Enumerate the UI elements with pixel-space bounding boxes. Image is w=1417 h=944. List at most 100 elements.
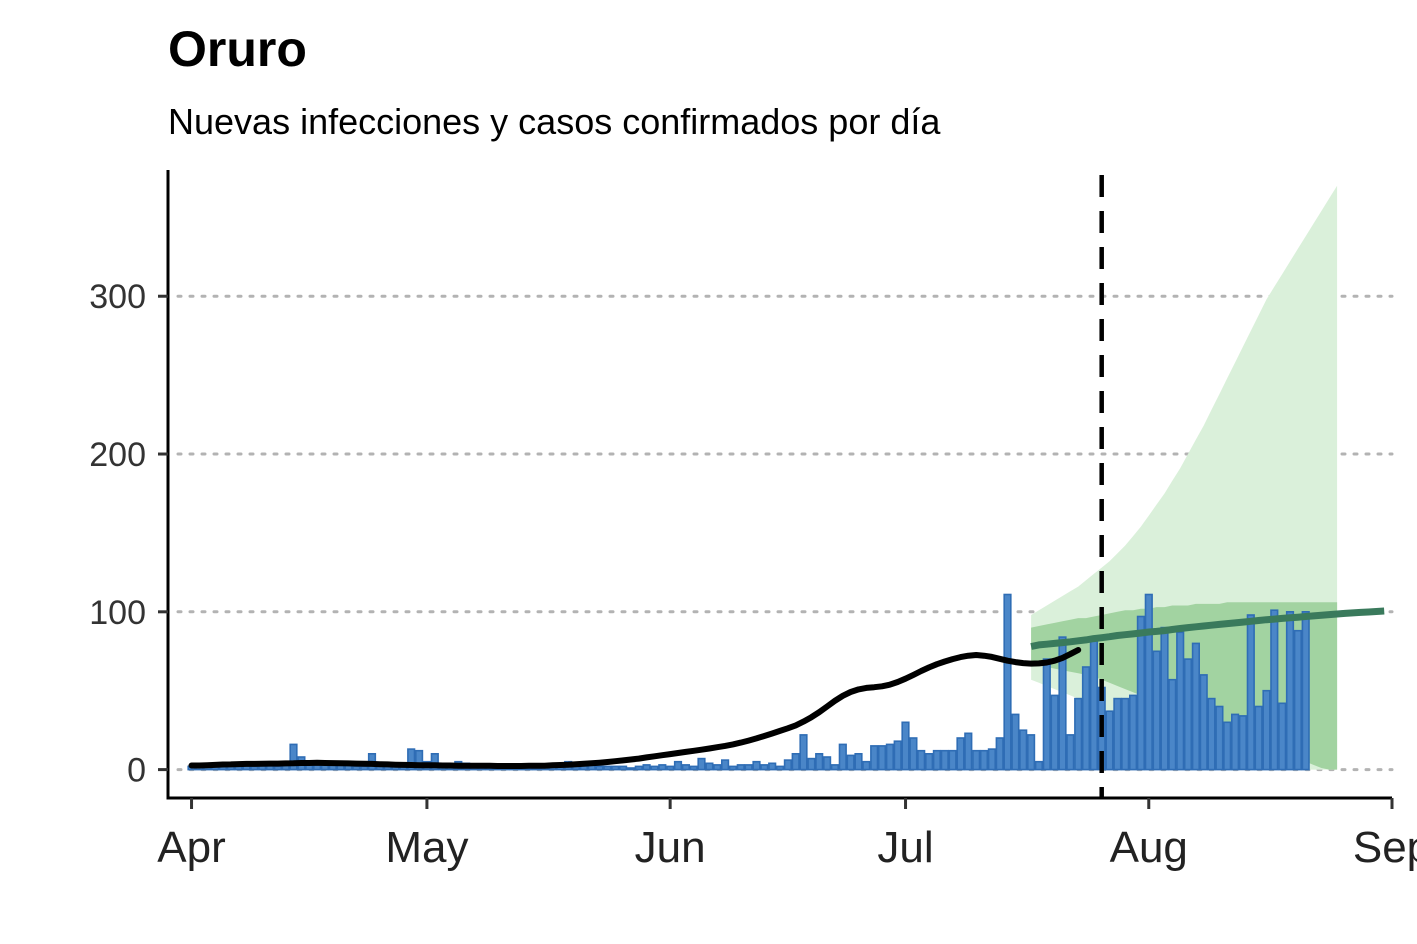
bar [917,749,926,771]
bar [1270,609,1279,771]
bar [430,752,439,771]
x-tick-label: May [385,823,468,872]
bar [830,764,839,771]
bar [634,765,643,771]
bar [1199,674,1208,771]
bar [713,764,722,771]
bar [964,732,973,771]
tick-labels: 0 100 200 300 Apr May Jun Jul Aug Sep [89,278,1417,872]
bar [752,760,761,771]
bar [1042,658,1051,771]
bar [862,760,871,771]
bar [783,759,792,771]
bar [948,749,957,771]
bar [1160,626,1169,771]
bar [1003,593,1012,771]
bar [799,734,808,771]
x-tick-label: Sep [1353,823,1417,872]
bar [1223,721,1232,771]
bar [807,757,816,771]
bar [979,749,989,771]
bar [1121,697,1130,771]
estimate-lines [188,175,1385,798]
bar [972,749,981,771]
axes [158,170,1394,809]
bar [1285,610,1295,771]
bar [893,740,902,771]
bar [940,749,949,771]
y-tick-label: 300 [89,278,146,316]
bar [1262,689,1271,771]
bar [885,743,894,771]
bar [1105,710,1114,771]
bar [1254,705,1263,771]
bar [720,759,730,771]
bar [932,749,941,771]
bar [838,743,847,771]
bar [1050,694,1059,771]
chart-subtitle: Nuevas infecciones y casos confirmados p… [168,101,941,142]
bar [1246,614,1255,771]
bar [1168,678,1177,771]
bar [1058,636,1067,771]
bar [1066,734,1075,771]
bar [987,748,996,771]
bar [791,752,800,771]
bar [1183,658,1193,771]
bar [650,765,659,771]
bar [1238,715,1247,771]
y-tick-label: 200 [89,436,146,474]
bar [352,765,361,771]
bar [681,764,690,771]
bar [995,737,1004,771]
bar [1207,697,1216,771]
bar [1176,631,1185,771]
bar [642,764,651,771]
bar [1027,734,1036,771]
bar [626,767,635,771]
bar [595,765,604,771]
bar [956,737,965,771]
forecast-line [1030,607,1385,650]
bar [924,752,934,771]
bar [289,743,298,771]
bar [1019,729,1028,771]
bar [901,721,910,771]
estimate-line [188,647,1082,769]
bar [1011,713,1020,771]
bar [1231,713,1240,771]
bar [870,745,879,771]
bar [1278,702,1287,771]
bar [697,757,706,771]
bar [1081,666,1091,771]
bar [744,764,753,771]
bar [822,756,832,771]
x-tick-label: Apr [157,823,225,872]
bar [1144,593,1153,771]
bar [768,762,777,771]
bar [1113,697,1122,771]
bar [760,764,769,771]
bar [1215,705,1224,771]
bar [1074,697,1083,771]
y-tick-label: 100 [89,594,146,632]
x-tick-label: Jul [877,823,933,872]
bar [877,745,887,771]
bar [618,765,628,771]
bar [815,752,824,771]
x-tick-label: Aug [1110,823,1188,872]
bar [658,764,667,771]
bar [846,754,855,771]
bar [1089,639,1098,771]
bar [666,765,675,771]
bar [1129,694,1138,771]
bar [1191,642,1200,771]
bar [728,765,737,771]
bar [611,765,620,771]
bar [1136,615,1145,771]
bar [1293,629,1302,771]
bar [736,764,745,771]
bar [1152,650,1161,771]
bar [775,765,785,771]
y-tick-label: 0 [127,752,146,790]
